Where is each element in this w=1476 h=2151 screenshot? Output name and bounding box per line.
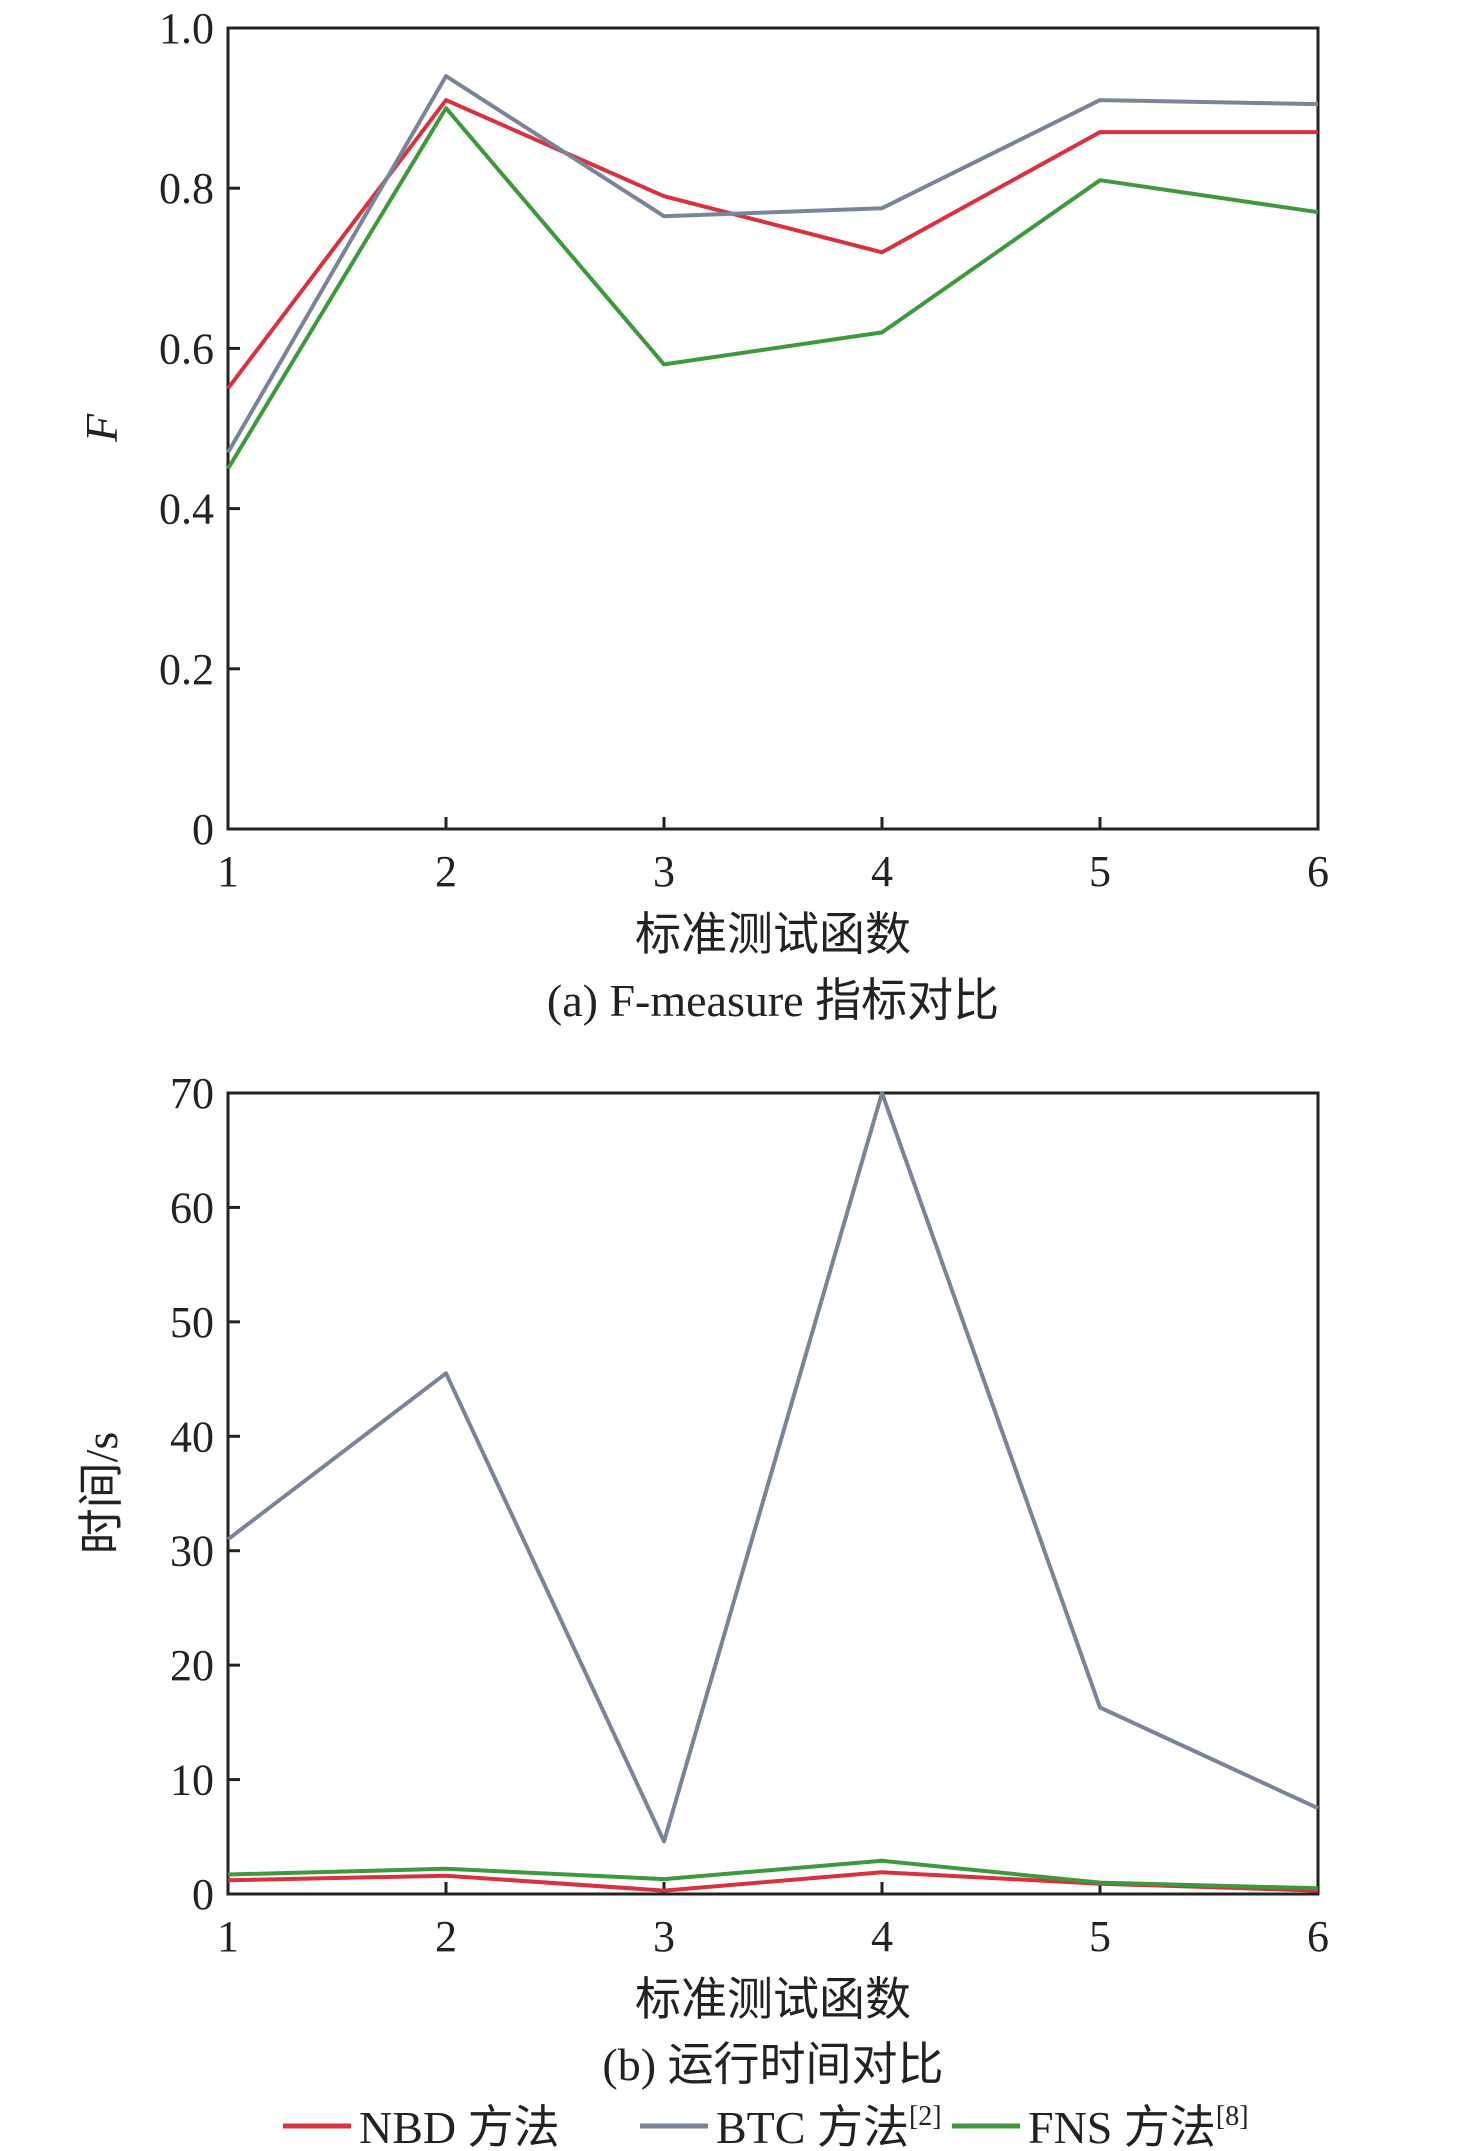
legend-citation: [2]: [909, 2101, 942, 2132]
chart-a-fmeasure: 0 0.2 0.4 0.6 0.8 1.0 1 2 3 4 5 6 F 标准测试函数 (a) F-m…: [76, 4, 1329, 1026]
x-tick-label: 1: [217, 847, 239, 896]
y-tick-label: 60: [170, 1183, 214, 1232]
x-tick-label: 4: [871, 847, 893, 896]
legend-label: NBD 方法: [359, 2102, 560, 2151]
chart-b-runtime: 0 10 20 30 40 50 60 70 1 2 3 4 5 6 时间/s 标准测试函数 (b) 运…: [76, 1069, 1329, 2090]
legend-label: BTC 方法[2]: [716, 2101, 942, 2151]
series-line-btc: [226, 74, 1319, 454]
legend: NBD 方法 BTC 方法[2] FNS 方法[8]: [283, 2101, 1249, 2151]
chart-a-x-axis-title: 标准测试函数: [635, 909, 911, 960]
legend-citation: [8]: [1216, 2101, 1249, 2132]
x-tick-label: 2: [435, 847, 457, 896]
legend-label: FNS 方法[8]: [1028, 2101, 1249, 2151]
chart-b-y-axis-title: 时间/s: [76, 1432, 127, 1555]
y-tick-label: 1.0: [159, 4, 214, 53]
y-tick-label: 0: [192, 805, 214, 854]
y-tick-label: 0.8: [159, 164, 214, 213]
x-tick-label: 3: [653, 1912, 675, 1961]
chart-a-plot-frame: [226, 26, 1320, 831]
series-line-fns: [227, 1858, 1319, 1891]
series-line-nbd: [227, 1870, 1319, 1893]
x-tick-label: 4: [871, 1912, 893, 1961]
chart-a-y-axis-title: F: [76, 413, 127, 443]
chart-a-caption: (a) F-measure 指标对比: [547, 975, 999, 1026]
y-tick-label: 70: [170, 1069, 214, 1118]
y-tick-label: 20: [170, 1641, 214, 1690]
x-tick-label: 5: [1089, 847, 1111, 896]
legend-item-btc: BTC 方法[2]: [640, 2101, 942, 2151]
series-line-btc: [226, 1091, 1319, 1844]
series-line-nbd: [226, 98, 1318, 390]
x-tick-label: 6: [1307, 1912, 1329, 1961]
chart-b-plot-frame: [226, 1091, 1320, 1896]
y-tick-label: 0.2: [159, 645, 214, 694]
x-tick-label: 2: [435, 1912, 457, 1961]
series-line-fns: [226, 106, 1319, 470]
x-tick-label: 3: [653, 847, 675, 896]
y-tick-label: 10: [170, 1756, 214, 1805]
y-tick-label: 40: [170, 1412, 214, 1461]
chart-b-x-axis-title: 标准测试函数: [635, 1974, 911, 2025]
x-tick-label: 1: [217, 1912, 239, 1961]
legend-item-nbd: NBD 方法: [283, 2102, 560, 2151]
x-tick-label: 5: [1089, 1912, 1111, 1961]
y-tick-label: 0: [192, 1870, 214, 1919]
y-tick-label: 0.6: [159, 324, 214, 373]
y-tick-label: 30: [170, 1527, 214, 1576]
x-tick-label: 6: [1307, 847, 1329, 896]
y-tick-label: 50: [170, 1298, 214, 1347]
y-tick-label: 0.4: [159, 485, 214, 534]
chart-b-caption: (b) 运行时间对比: [602, 2039, 943, 2090]
legend-item-fns: FNS 方法[8]: [952, 2101, 1249, 2151]
